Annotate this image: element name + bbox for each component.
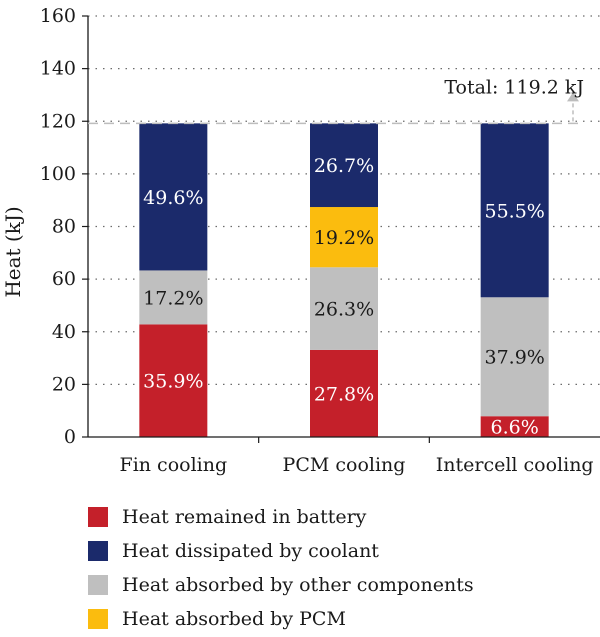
- x-tick-label: PCM cooling: [283, 454, 406, 476]
- data-label: 37.9%: [484, 347, 544, 369]
- y-tick-label: 100: [40, 163, 76, 185]
- legend: Heat remained in battery Heat dissipated …: [88, 500, 474, 636]
- data-label: 19.2%: [314, 227, 374, 249]
- bar-segment: [310, 207, 378, 268]
- data-label: 17.2%: [143, 287, 203, 309]
- legend-item: Heat dissipated by coolant: [88, 534, 474, 568]
- bar-segment: [310, 349, 378, 437]
- bar-segment: [480, 297, 549, 417]
- data-label: 26.3%: [314, 299, 374, 321]
- legend-swatch: [88, 575, 108, 595]
- y-tick-label: 0: [64, 426, 76, 448]
- bar-stacks: 35.9% 17.2% 49.6% 27.8% 26.3% 19.2% 26.7% 6.6% 3…: [139, 123, 549, 439]
- bar-segment: [310, 123, 378, 208]
- data-label: 55.5%: [484, 200, 544, 222]
- data-label: 35.9%: [143, 371, 203, 393]
- total-arrow-head: [567, 92, 579, 102]
- x-tick-label: Fin cooling: [120, 454, 228, 476]
- legend-item: Heat remained in battery: [88, 500, 474, 534]
- axes: [82, 15, 600, 443]
- data-label: 6.6%: [491, 417, 539, 439]
- legend-label: Heat dissipated by coolant: [122, 540, 379, 562]
- y-axis-title: Heat (kJ): [1, 206, 25, 297]
- bar-segment: [139, 123, 208, 271]
- data-label: 26.7%: [314, 155, 374, 177]
- y-tick-label: 120: [40, 110, 76, 132]
- legend-label: Heat absorbed by other components: [122, 574, 474, 596]
- data-label: 49.6%: [143, 187, 203, 209]
- data-label: 27.8%: [314, 383, 374, 405]
- bar-segment: [139, 270, 208, 325]
- tick-labels: 0 20 40 60 80 100 120 140 160 Fin cooling PCM cool…: [40, 5, 594, 476]
- y-tick-label: 60: [52, 268, 76, 290]
- total-annotation: Total: 119.2 kJ: [88, 76, 584, 125]
- bar-segment: [480, 123, 549, 298]
- legend-swatch: [88, 609, 108, 629]
- y-tick-label: 80: [52, 216, 76, 238]
- legend-item: Heat absorbed by other components: [88, 568, 474, 602]
- legend-swatch: [88, 507, 108, 527]
- total-label: Total: 119.2 kJ: [444, 76, 584, 98]
- x-tick-label: Intercell cooling: [436, 454, 594, 476]
- legend-label: Heat remained in battery: [122, 506, 367, 528]
- y-tick-label: 160: [40, 5, 76, 27]
- bar-segment: [480, 416, 549, 437]
- y-tick-label: 140: [40, 58, 76, 80]
- bar-segment: [139, 324, 208, 437]
- legend-swatch: [88, 541, 108, 561]
- bar-segment: [310, 267, 378, 350]
- legend-label: Heat absorbed by PCM: [122, 608, 346, 630]
- y-tick-label: 40: [52, 321, 76, 343]
- stacked-bar-chart: 35.9% 17.2% 49.6% 27.8% 26.3% 19.2% 26.7% 6.6% 3…: [1, 5, 600, 476]
- y-tick-label: 20: [52, 373, 76, 395]
- legend-item: Heat absorbed by PCM: [88, 602, 474, 636]
